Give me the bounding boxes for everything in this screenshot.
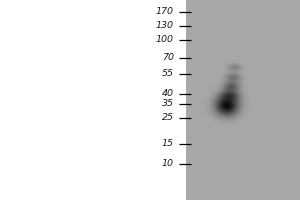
- Text: 55: 55: [162, 70, 174, 78]
- Text: 15: 15: [162, 140, 174, 148]
- Text: 70: 70: [162, 53, 174, 62]
- Text: 10: 10: [162, 160, 174, 168]
- Text: 25: 25: [162, 114, 174, 122]
- Text: 170: 170: [156, 7, 174, 17]
- Text: 100: 100: [156, 36, 174, 45]
- Text: 130: 130: [156, 21, 174, 30]
- Text: 40: 40: [162, 90, 174, 98]
- Text: 35: 35: [162, 99, 174, 108]
